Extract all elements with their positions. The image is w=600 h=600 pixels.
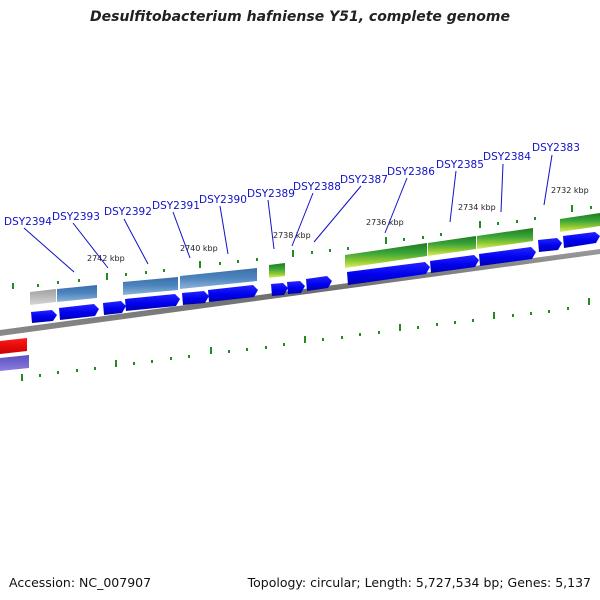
steelblue-feature	[57, 285, 97, 302]
gene-leader-lines	[23, 154, 553, 273]
green-feature	[477, 228, 533, 249]
cds-arrow	[103, 301, 126, 315]
accession-text: Accession: NC_007907	[9, 575, 152, 590]
kbp-label: 2740 kbp	[180, 244, 218, 253]
cds-arrow	[287, 281, 305, 294]
cds-arrow	[306, 276, 332, 291]
cds-arrow	[271, 283, 288, 296]
green-feature	[428, 236, 476, 256]
steelblue-feature	[180, 268, 257, 289]
gene-label: DSY2386	[387, 166, 435, 178]
gene-label: DSY2392	[104, 206, 152, 218]
map-title: Desulfitobacterium hafniense Y51, comple…	[90, 9, 510, 25]
gene-label: DSY2391	[152, 200, 200, 212]
red-feature	[0, 338, 27, 354]
kbp-label: 2732 kbp	[551, 186, 589, 195]
gene-label: DSY2389	[247, 188, 295, 200]
gene-label: DSY2390	[199, 194, 247, 206]
scale-ticks-upper	[12, 205, 592, 289]
gene-label: DSY2393	[52, 211, 100, 223]
kbp-label: 2742 kbp	[87, 254, 125, 263]
green-feature	[560, 213, 600, 232]
feature-track-upper	[30, 213, 600, 305]
cds-arrow	[479, 247, 536, 266]
gene-label: DSY2385	[436, 159, 484, 171]
cds-arrow	[59, 304, 99, 320]
cds-arrow	[430, 255, 479, 273]
cds-arrow	[538, 238, 562, 252]
purple-feature	[0, 355, 29, 371]
gene-label: DSY2387	[340, 174, 388, 186]
gray-feature	[30, 289, 56, 305]
kbp-label: 2738 kbp	[273, 231, 311, 240]
kbp-labels: 2742 kbp 2740 kbp 2738 kbp 2736 kbp 2734…	[87, 186, 589, 263]
kbp-label: 2736 kbp	[366, 218, 404, 227]
cds-arrow	[182, 291, 209, 305]
cds-track	[31, 232, 600, 323]
green-feature	[345, 243, 427, 268]
genome-summary-text: Topology: circular; Length: 5,727,534 bp…	[247, 575, 591, 590]
scale-ticks-lower	[21, 298, 590, 381]
kbp-label: 2734 kbp	[458, 203, 496, 212]
cds-arrow	[563, 232, 600, 248]
gene-label: DSY2394	[4, 216, 52, 228]
feature-track-lower	[0, 338, 29, 371]
steelblue-feature	[123, 277, 178, 295]
cds-arrow	[31, 310, 57, 323]
gene-label: DSY2384	[483, 151, 531, 163]
gene-labels: DSY2394 DSY2393 DSY2392 DSY2391 DSY2390 …	[4, 142, 580, 228]
cds-arrow	[347, 262, 430, 285]
green-feature	[269, 263, 285, 278]
cds-arrow	[125, 294, 180, 311]
gene-label: DSY2388	[293, 181, 341, 193]
gene-label: DSY2383	[532, 142, 580, 154]
cds-arrow	[208, 285, 258, 302]
